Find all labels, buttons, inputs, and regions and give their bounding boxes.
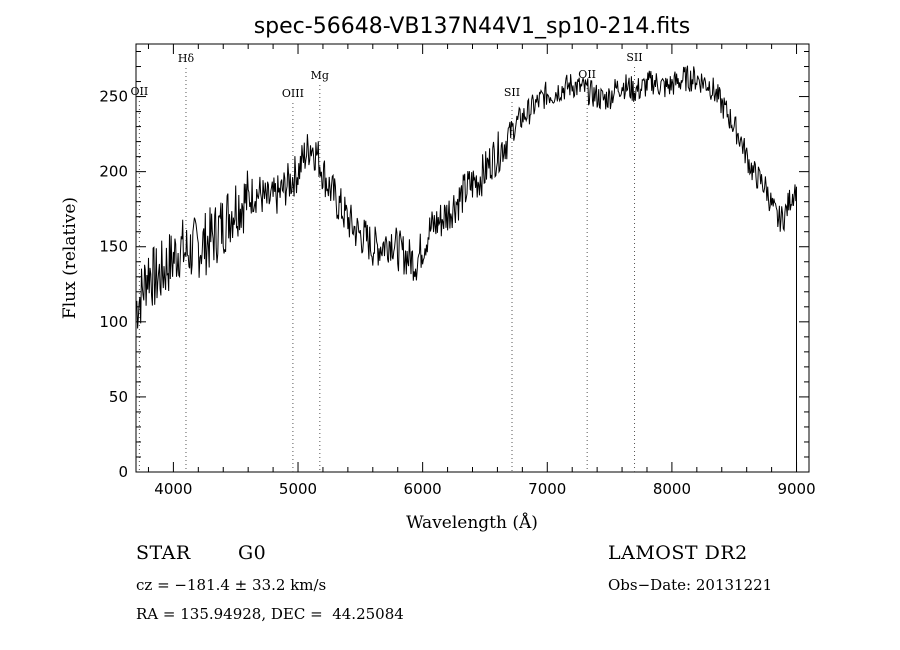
line-marker-label: Mg [311, 69, 329, 82]
line-marker-label: Hδ [178, 52, 195, 65]
chart-title: spec-56648-VB137N44V1_sp10-214.fits [254, 14, 691, 39]
y-tick-label: 250 [99, 88, 128, 106]
subclass: G0 [238, 542, 267, 564]
x-tick-label: 5000 [279, 480, 317, 498]
plot-frame [135, 43, 810, 473]
axis-ticks: 4000 5000 6000 7000 8000 9000 0 50 100 150 200 250 [99, 44, 816, 498]
y-tick-label: 200 [99, 163, 128, 181]
observation-date: Obs−Date: 20131221 [608, 576, 773, 594]
x-tick-label: 4000 [154, 480, 192, 498]
x-tick-label: 8000 [653, 480, 691, 498]
x-axis-label: Wavelength (Å) [406, 512, 538, 533]
line-marker-label: OII [578, 68, 596, 81]
x-tick-label: 7000 [528, 480, 566, 498]
y-tick-label: 150 [99, 238, 128, 256]
line-markers: OII Hδ OIII Mg SII OII SII [131, 51, 643, 472]
line-marker-label: SII [504, 86, 520, 99]
y-tick-label: 0 [118, 463, 128, 481]
coordinates: RA = 135.94928, DEC = 44.25084 [136, 605, 404, 623]
y-tick-label: 100 [99, 313, 128, 331]
redshift-velocity: cz = −181.4 ± 33.2 km/s [136, 576, 327, 594]
y-tick-label: 50 [109, 388, 128, 406]
x-tick-label: 9000 [777, 480, 815, 498]
line-marker-label: SII [626, 51, 642, 64]
survey-name: LAMOST DR2 [608, 542, 748, 564]
object-type: STAR [136, 542, 191, 564]
spectrum-series-line [135, 65, 797, 472]
line-marker-label: OII [131, 85, 149, 98]
y-axis-label: Flux (relative) [60, 197, 80, 319]
line-marker-label: OIII [282, 87, 304, 100]
x-tick-label: 6000 [404, 480, 442, 498]
